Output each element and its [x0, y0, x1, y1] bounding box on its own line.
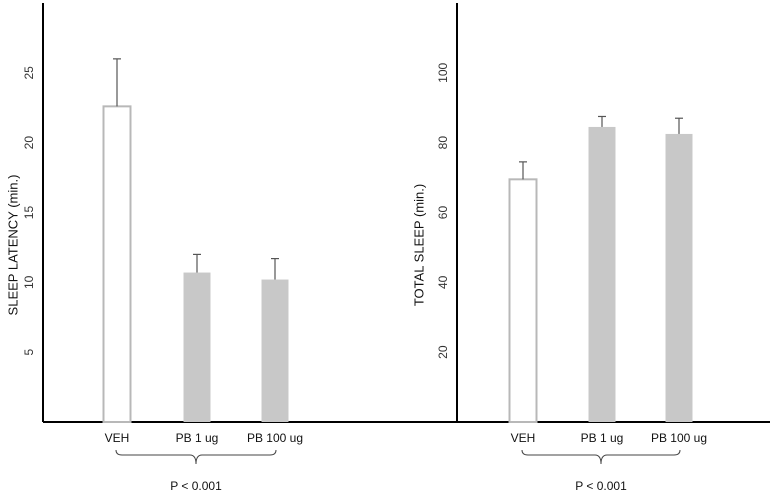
latency-y-axis-label: SLEEP LATENCY (min.) — [5, 175, 20, 316]
total-sleep-panel: 20 40 60 80 100 TOTAL SLEEP (min.) VEH PB 1 ug P… — [411, 3, 770, 493]
latency-y-tick-label: 20 — [22, 136, 36, 150]
total-sleep-y-tick-label: 60 — [436, 206, 450, 220]
total-sleep-p-value-annotation: P < 0.001 — [575, 479, 627, 493]
total-sleep-category-label: PB 1 ug — [581, 431, 624, 445]
latency-category-label: VEH — [105, 431, 130, 445]
total-sleep-category-label: VEH — [511, 431, 536, 445]
latency-bar — [183, 272, 211, 422]
total-sleep-significance-brace — [521, 449, 681, 465]
latency-y-tick-label: 10 — [22, 275, 36, 289]
sleep-latency-panel: 5 10 15 20 25 SLEEP LATENCY (min.) VEH PB 1 ug P… — [5, 3, 457, 493]
total-sleep-bar — [508, 178, 538, 423]
latency-bar — [102, 105, 132, 423]
latency-category-label: PB 1 ug — [176, 431, 219, 445]
total-sleep-bar — [665, 133, 693, 422]
total-sleep-y-axis-label: TOTAL SLEEP (min.) — [411, 184, 426, 306]
latency-y-tick-label: 25 — [22, 66, 36, 80]
total-sleep-category-label: PB 100 ug — [651, 431, 707, 445]
total-sleep-y-tick-label: 40 — [436, 275, 450, 289]
latency-bar — [261, 279, 289, 422]
latency-category-label: PB 100 ug — [247, 431, 303, 445]
total-sleep-y-tick-label: 20 — [436, 345, 450, 359]
latency-significance-brace — [115, 449, 277, 465]
latency-p-value-annotation: P < 0.001 — [170, 479, 222, 493]
latency-y-tick-label: 5 — [22, 349, 36, 356]
total-sleep-bar — [588, 126, 616, 423]
total-sleep-y-tick-label: 100 — [436, 63, 450, 83]
latency-y-tick-label: 15 — [22, 206, 36, 220]
total-sleep-y-tick-label: 80 — [436, 136, 450, 150]
